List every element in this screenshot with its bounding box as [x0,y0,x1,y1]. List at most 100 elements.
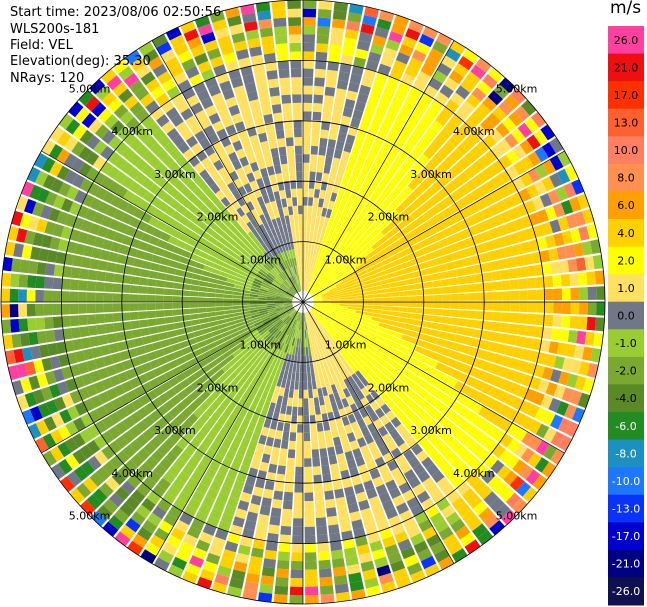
velocity-gate [78,146,93,161]
velocity-gate [186,220,197,231]
velocity-gate [153,385,165,397]
velocity-gate [499,418,513,433]
velocity-gate [305,312,308,321]
velocity-gate [221,185,231,197]
velocity-gate [391,259,401,267]
velocity-gate [307,311,311,321]
velocity-gate [35,303,45,316]
velocity-gate [364,210,374,220]
velocity-gate [434,548,450,563]
velocity-gate [273,279,282,286]
velocity-gate [353,527,366,539]
velocity-gate [447,540,463,555]
velocity-gate [214,258,225,267]
velocity-gate [422,210,434,221]
velocity-gate [313,327,318,336]
velocity-gate [303,398,309,408]
velocity-gate [327,283,336,290]
velocity-gate [261,330,270,338]
velocity-gate [544,288,554,301]
velocity-gate [400,161,412,173]
velocity-gate [303,205,308,215]
velocity-gate [418,519,433,533]
velocity-gate [60,476,75,493]
velocity-gate [431,369,443,380]
velocity-gate [234,243,244,252]
velocity-gate [397,538,412,552]
velocity-gate [135,420,149,433]
velocity-gate [549,137,564,154]
velocity-gate [134,158,148,172]
velocity-gate [306,312,310,321]
velocity-gate [81,112,97,129]
velocity-gate [278,253,285,262]
velocity-gate [272,267,280,275]
velocity-gate [366,488,378,500]
velocity-gate [458,419,472,432]
velocity-gate [259,380,268,391]
velocity-gate [252,333,262,342]
velocity-gate [316,315,324,322]
velocity-gate [310,249,314,258]
velocity-gate [456,142,470,156]
velocity-gate [499,269,510,280]
velocity-gate [305,283,309,292]
velocity-gate [322,112,332,122]
velocity-gate [192,324,202,332]
velocity-gate [431,192,443,204]
velocity-gate [476,302,486,311]
velocity-gate [482,96,497,112]
velocity-gate [213,500,226,512]
velocity-gate [246,243,256,252]
velocity-gate [322,300,332,302]
velocity-gate [344,450,354,462]
velocity-gate [278,288,287,294]
velocity-gate [123,330,134,340]
velocity-gate [341,398,350,408]
velocity-gate [408,302,417,308]
velocity-gate [575,257,587,272]
velocity-gate [404,65,419,78]
velocity-gate [321,465,331,475]
velocity-gate [143,252,154,262]
velocity-gate [193,225,204,236]
velocity-gate [333,262,341,270]
velocity-gate [281,343,287,353]
velocity-gate [395,327,405,334]
velocity-gate [135,64,151,79]
velocity-gate [373,262,384,270]
velocity-gate [285,189,292,199]
velocity-gate [410,147,422,160]
velocity-gate [429,205,441,216]
velocity-gate [298,283,301,292]
velocity-gate [194,209,206,220]
velocity-gate [197,60,212,73]
velocity-gate [223,376,233,387]
velocity-gate [66,471,82,487]
velocity-gate [304,475,313,485]
velocity-gate [238,270,248,277]
velocity-gate [276,331,284,340]
velocity-gate [228,270,239,277]
velocity-gate [369,213,379,224]
velocity-gate [164,316,174,324]
velocity-gate [303,42,315,52]
velocity-gate [476,103,491,118]
velocity-gate [124,459,138,474]
velocity-gate [432,423,445,436]
velocity-gate [305,595,319,604]
velocity-gate [187,401,199,413]
velocity-gate [177,471,190,484]
velocity-gate [158,264,169,273]
velocity-gate [225,367,235,377]
velocity-gate [289,586,303,596]
velocity-gate [328,366,336,376]
velocity-gate [573,345,585,360]
velocity-gate [277,560,290,570]
velocity-gate [165,388,177,399]
velocity-gate [532,474,548,491]
velocity-gate [165,323,176,331]
velocity-gate [249,304,259,308]
velocity-gate [223,504,237,516]
velocity-gate [81,373,93,386]
